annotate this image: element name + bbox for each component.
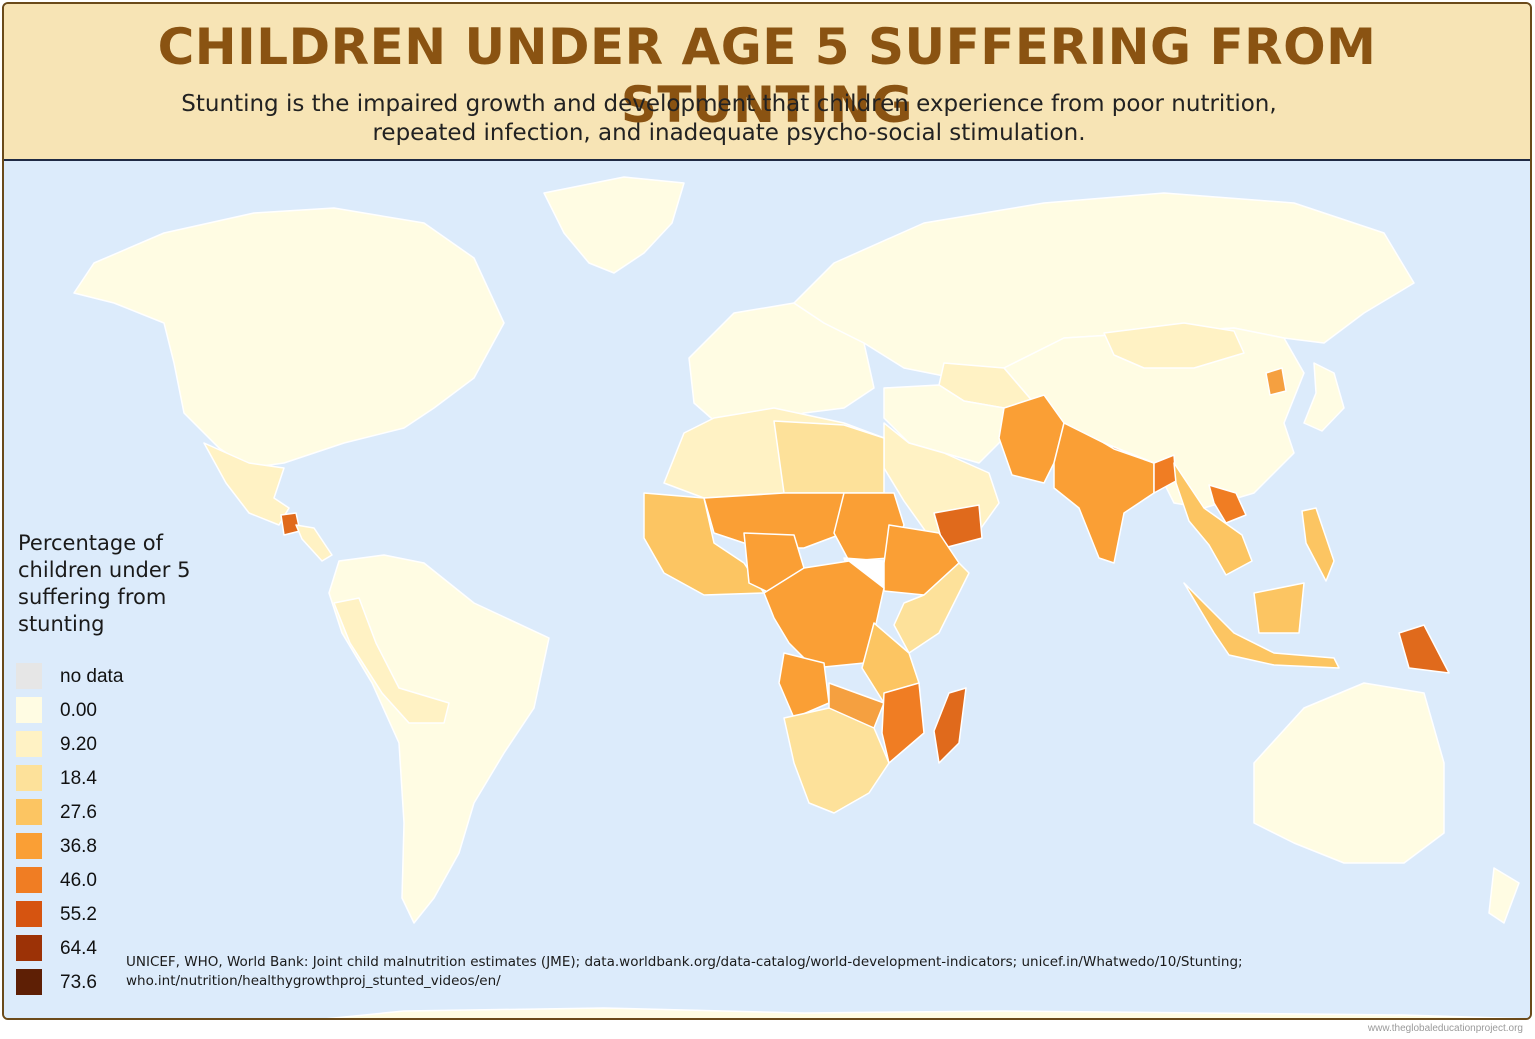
region-andes (333, 597, 450, 724)
legend-item-64-4: 64.4 (16, 935, 136, 969)
region-papua-new-guinea (1398, 624, 1450, 674)
legend-item-9-2: 9.20 (16, 731, 136, 765)
legend-swatch (16, 867, 42, 893)
region-antarctica (326, 1007, 1526, 1018)
region-greenland (543, 176, 685, 274)
legend-swatch (16, 697, 42, 723)
legend-item-73-6: 73.6 (16, 969, 136, 1003)
region-iran-iraq (883, 384, 1005, 464)
region-nepal-bangladesh (1103, 442, 1177, 494)
source-citation: UNICEF, WHO, World Bank: Joint child mal… (126, 953, 1326, 991)
site-credit: www.theglobaleducationproject.org (1367, 1023, 1523, 1034)
legend-swatch (16, 833, 42, 859)
region-southeast-asia (1173, 462, 1253, 576)
region-sahel (703, 492, 845, 549)
legend-item-36-8: 36.8 (16, 833, 136, 867)
world-map-svg (4, 163, 1530, 1018)
legend-label: 0.00 (60, 700, 97, 721)
legend-swatch (16, 901, 42, 927)
region-mozambique (881, 682, 925, 764)
region-japan (1303, 362, 1345, 432)
legend-label: 46.0 (60, 870, 97, 891)
subtitle-line-2: repeated infection, and inadequate psych… (372, 120, 1086, 146)
legend-label: 36.8 (60, 836, 97, 857)
map-frame: CHILDREN UNDER AGE 5 SUFFERING FROM STUN… (2, 2, 1532, 1020)
legend-title: Percentage of children under 5 suffering… (18, 530, 218, 638)
region-afghanistan-pakistan (998, 394, 1065, 484)
region-north-korea (1265, 367, 1287, 396)
legend: no data 0.00 9.20 18.4 27.6 36.8 (16, 663, 136, 1003)
legend-item-no-data: no data (16, 663, 136, 697)
legend-title-line-2: children under 5 (18, 558, 191, 582)
page-subtitle: Stunting is the impaired growth and deve… (4, 90, 1454, 148)
page-title: CHILDREN UNDER AGE 5 SUFFERING FROM STUN… (157, 18, 1377, 134)
region-south-america (328, 554, 550, 924)
legend-item-18-4: 18.4 (16, 765, 136, 799)
region-philippines (1301, 507, 1335, 582)
region-central-america (295, 524, 333, 562)
legend-label: 55.2 (60, 904, 97, 925)
legend-label: 18.4 (60, 768, 97, 789)
source-line-2: who.int/nutrition/healthygrowthproj_stun… (126, 973, 501, 989)
legend-label: 9.20 (60, 734, 97, 755)
legend-swatch (16, 799, 42, 825)
legend-swatch (16, 935, 42, 961)
region-angola (778, 652, 830, 719)
region-russia (793, 192, 1415, 379)
legend-item-46: 46.0 (16, 867, 136, 901)
legend-title-line-3: suffering from (18, 585, 167, 609)
legend-swatch (16, 663, 42, 689)
source-line-1: UNICEF, WHO, World Bank: Joint child mal… (126, 954, 1243, 970)
legend-item-0: 0.00 (16, 697, 136, 731)
region-indonesia (1183, 582, 1340, 669)
legend-item-27-6: 27.6 (16, 799, 136, 833)
region-southern-africa (783, 707, 890, 814)
region-new-zealand (1488, 867, 1520, 924)
header-banner: CHILDREN UNDER AGE 5 SUFFERING FROM STUN… (4, 4, 1530, 161)
region-mongolia (1103, 322, 1245, 369)
legend-title-line-4: stunting (18, 612, 105, 636)
region-laos (1208, 484, 1247, 524)
subtitle-line-1: Stunting is the impaired growth and deve… (181, 91, 1277, 117)
region-north-america (73, 207, 505, 469)
region-somalia-kenya (893, 562, 970, 654)
region-mexico (203, 442, 290, 526)
region-india (1053, 422, 1155, 564)
legend-item-55-2: 55.2 (16, 901, 136, 935)
legend-label: 27.6 (60, 802, 97, 823)
legend-swatch (16, 731, 42, 757)
legend-label: 73.6 (60, 972, 97, 993)
legend-label: no data (60, 666, 124, 687)
world-map: Percentage of children under 5 suffering… (4, 163, 1530, 1018)
legend-title-line-1: Percentage of (18, 531, 164, 555)
region-guatemala (280, 512, 301, 536)
legend-swatch (16, 765, 42, 791)
legend-swatch (16, 969, 42, 995)
region-australia (1253, 682, 1445, 864)
region-madagascar (933, 687, 967, 764)
legend-label: 64.4 (60, 938, 97, 959)
